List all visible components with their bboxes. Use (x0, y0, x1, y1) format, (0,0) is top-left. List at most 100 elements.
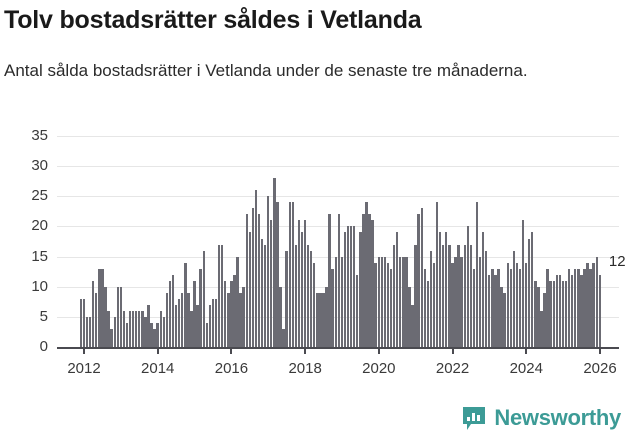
bar[interactable] (543, 292, 546, 347)
bar[interactable] (273, 178, 276, 347)
bar[interactable] (349, 226, 353, 347)
bar[interactable] (546, 268, 549, 347)
bar[interactable] (138, 310, 141, 347)
bar[interactable] (346, 226, 350, 347)
bar[interactable] (368, 214, 371, 347)
bar[interactable] (101, 268, 104, 347)
bar[interactable] (365, 202, 368, 347)
bar[interactable] (423, 268, 426, 347)
bar[interactable] (454, 256, 457, 347)
bar[interactable] (426, 280, 430, 347)
bar[interactable] (509, 268, 512, 347)
bar[interactable] (574, 268, 577, 347)
bar[interactable] (88, 316, 92, 347)
bar[interactable] (144, 316, 147, 347)
bar[interactable] (374, 262, 377, 347)
bar[interactable] (297, 220, 301, 347)
bar[interactable] (411, 304, 414, 347)
bar[interactable] (135, 310, 138, 347)
bar[interactable] (107, 310, 110, 347)
bar[interactable] (503, 292, 506, 347)
bar[interactable] (168, 280, 172, 347)
bar[interactable] (211, 298, 215, 347)
bar[interactable] (239, 292, 242, 347)
bar[interactable] (125, 322, 129, 347)
bar[interactable] (512, 250, 516, 347)
bar[interactable] (386, 262, 390, 347)
bar[interactable] (389, 268, 393, 347)
bar[interactable] (257, 214, 261, 347)
bar[interactable] (392, 244, 396, 347)
bar[interactable] (205, 322, 208, 347)
bar[interactable] (171, 274, 175, 347)
bar[interactable] (294, 244, 298, 347)
bar[interactable] (214, 298, 218, 347)
bar[interactable] (377, 256, 380, 347)
bar[interactable] (116, 286, 119, 347)
bar[interactable] (187, 292, 190, 347)
bar[interactable] (306, 244, 310, 347)
bar[interactable] (276, 202, 279, 347)
bar[interactable] (417, 214, 420, 347)
bar[interactable] (153, 328, 156, 347)
bar[interactable] (199, 268, 202, 347)
bar[interactable] (448, 244, 451, 347)
bar[interactable] (478, 256, 482, 347)
bar[interactable] (518, 268, 522, 347)
bar[interactable] (334, 256, 337, 347)
bar[interactable] (343, 232, 347, 347)
bar[interactable] (156, 322, 159, 347)
bar[interactable] (371, 220, 374, 347)
bar[interactable] (165, 292, 169, 347)
bar[interactable] (429, 250, 433, 347)
bar[interactable] (150, 322, 153, 347)
bar[interactable] (322, 292, 325, 347)
bar[interactable] (399, 256, 402, 347)
bar[interactable] (527, 238, 531, 347)
bar[interactable] (193, 280, 196, 347)
bar[interactable] (475, 202, 479, 347)
bar[interactable] (442, 244, 445, 347)
bar[interactable] (303, 220, 307, 347)
bar[interactable] (251, 208, 255, 347)
bar[interactable] (472, 268, 476, 347)
bar[interactable] (196, 304, 199, 347)
bar[interactable] (595, 256, 598, 347)
bar[interactable] (217, 244, 221, 347)
bar[interactable] (356, 274, 359, 347)
bar[interactable] (254, 190, 258, 347)
bar[interactable] (567, 268, 571, 347)
bar[interactable] (564, 280, 568, 347)
bar[interactable] (208, 304, 212, 347)
bar[interactable] (485, 250, 488, 347)
bar[interactable] (92, 280, 95, 347)
bar[interactable] (340, 256, 344, 347)
bar[interactable] (540, 310, 543, 347)
bar[interactable] (531, 232, 534, 347)
bar[interactable] (463, 244, 466, 347)
bar[interactable] (395, 232, 399, 347)
bar[interactable] (224, 280, 227, 347)
bar[interactable] (405, 256, 408, 347)
bar[interactable] (113, 316, 116, 347)
bar[interactable] (589, 268, 592, 347)
bar[interactable] (227, 292, 230, 347)
bar[interactable] (128, 310, 132, 347)
bar[interactable] (592, 262, 595, 347)
bar[interactable] (506, 262, 509, 347)
bar[interactable] (288, 202, 291, 347)
bar[interactable] (497, 268, 500, 347)
bar[interactable] (202, 250, 205, 347)
bar[interactable] (491, 268, 494, 347)
bar[interactable] (104, 286, 107, 347)
bar[interactable] (383, 256, 387, 347)
bar[interactable] (248, 232, 251, 347)
bar[interactable] (555, 274, 558, 347)
bar[interactable] (494, 274, 497, 347)
bar[interactable] (174, 304, 178, 347)
bar[interactable] (432, 262, 436, 347)
bar[interactable] (331, 268, 334, 347)
bar[interactable] (561, 280, 565, 347)
bar[interactable] (380, 256, 383, 347)
bar[interactable] (184, 262, 187, 347)
